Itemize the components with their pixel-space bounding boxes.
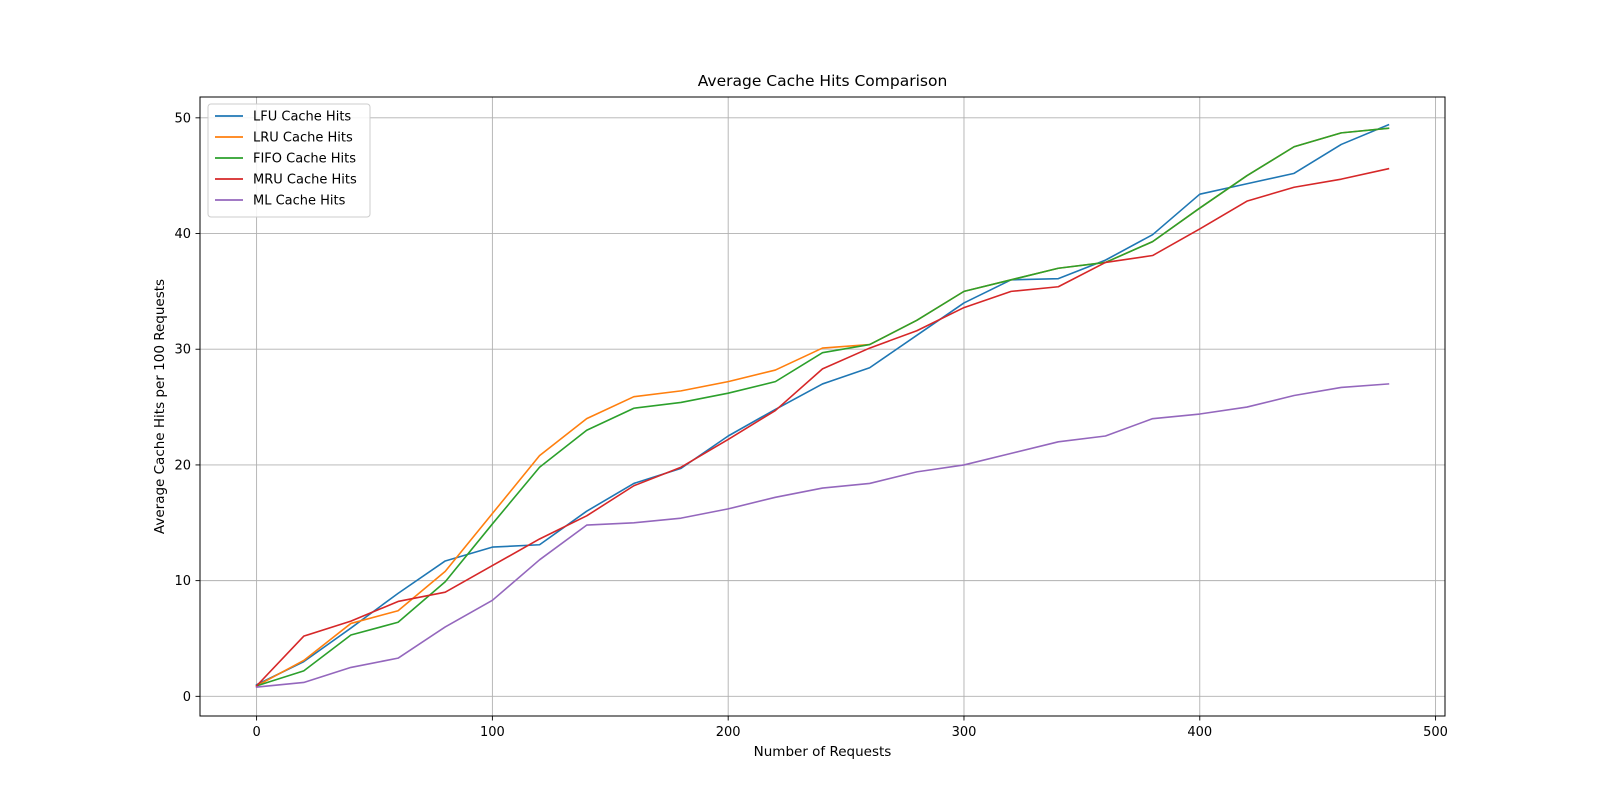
x-tick-label: 100 [480,725,505,740]
y-tick-label: 40 [174,227,191,242]
x-tick-label: 200 [716,725,741,740]
y-tick-label: 10 [174,574,191,589]
grid [200,97,1445,716]
x-tick-label: 300 [952,725,977,740]
x-tick-label: 400 [1187,725,1212,740]
legend-label-ml-cache-hits: ML Cache Hits [253,194,346,209]
y-tick-label: 20 [174,458,191,473]
x-tick-label: 0 [252,725,260,740]
legend-label-lfu-cache-hits: LFU Cache Hits [253,110,351,125]
y-axis-label: Average Cache Hits per 100 Requests [152,279,168,534]
series-line-mru-cache-hits [255,167,1390,688]
legend-box [207,103,371,218]
y-tick-label: 30 [174,343,191,358]
legend-label-fifo-cache-hits: FIFO Cache Hits [253,152,356,167]
y-tick-label: 0 [183,690,191,705]
ticks: 0 100 200 300 400 500 0 10 20 30 40 50 [174,111,1448,740]
x-axis-label: Number of Requests [754,744,892,760]
y-tick-label: 50 [174,111,191,126]
series-line-lfu-cache-hits [255,123,1390,686]
series-line-ml-cache-hits [255,383,1390,688]
legend-label-lru-cache-hits: LRU Cache Hits [253,131,353,146]
series-lines [255,123,1390,688]
legend: LFU Cache Hits LRU Cache Hits FIFO Cache H… [207,103,371,218]
legend-label-mru-cache-hits: MRU Cache Hits [253,173,357,188]
chart-title: Average Cache Hits Comparison [698,72,948,90]
series-line-fifo-cache-hits [255,127,1390,687]
x-tick-label: 500 [1423,725,1448,740]
plot-frame [199,96,1446,717]
